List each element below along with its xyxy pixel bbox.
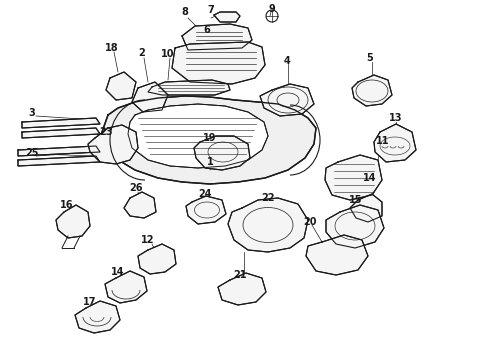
Polygon shape (102, 96, 316, 184)
Text: 1: 1 (207, 157, 213, 167)
Polygon shape (75, 301, 120, 333)
Polygon shape (22, 118, 100, 128)
Polygon shape (352, 75, 392, 106)
Polygon shape (132, 82, 168, 112)
Polygon shape (186, 196, 226, 224)
Text: 24: 24 (198, 189, 212, 199)
Polygon shape (325, 155, 382, 200)
Polygon shape (148, 80, 230, 95)
Text: 11: 11 (376, 136, 390, 146)
Polygon shape (228, 198, 308, 252)
Text: 2: 2 (139, 48, 146, 58)
Text: 16: 16 (60, 200, 74, 210)
Polygon shape (88, 125, 138, 164)
Text: 22: 22 (261, 193, 275, 203)
Polygon shape (128, 104, 268, 168)
Text: 19: 19 (203, 133, 217, 143)
Text: 10: 10 (161, 49, 175, 59)
Polygon shape (18, 146, 100, 156)
Polygon shape (326, 205, 384, 248)
Text: 20: 20 (303, 217, 317, 227)
Text: 13: 13 (389, 113, 403, 123)
Text: 6: 6 (204, 25, 210, 35)
Polygon shape (22, 128, 100, 138)
Text: 8: 8 (182, 7, 189, 17)
Text: 3: 3 (28, 108, 35, 118)
Polygon shape (124, 192, 156, 218)
Polygon shape (56, 205, 90, 238)
Polygon shape (182, 24, 252, 50)
Polygon shape (105, 271, 147, 303)
Text: 23: 23 (99, 127, 113, 137)
Polygon shape (374, 124, 416, 162)
Polygon shape (106, 72, 136, 100)
Text: 26: 26 (129, 183, 143, 193)
Text: 17: 17 (83, 297, 97, 307)
Text: 25: 25 (25, 148, 39, 158)
Polygon shape (18, 156, 100, 166)
Polygon shape (260, 84, 314, 116)
Text: 14: 14 (111, 267, 125, 277)
Polygon shape (306, 235, 368, 275)
Polygon shape (350, 194, 382, 222)
Polygon shape (172, 42, 265, 84)
Text: 7: 7 (208, 5, 215, 15)
Text: 18: 18 (105, 43, 119, 53)
Text: 12: 12 (141, 235, 155, 245)
Polygon shape (138, 244, 176, 274)
Text: 9: 9 (269, 4, 275, 14)
Polygon shape (214, 12, 240, 22)
Text: 4: 4 (284, 56, 291, 66)
Polygon shape (218, 273, 266, 305)
Text: 21: 21 (233, 270, 247, 280)
Text: 5: 5 (367, 53, 373, 63)
Text: 14: 14 (363, 173, 377, 183)
Polygon shape (194, 136, 250, 170)
Text: 15: 15 (349, 195, 363, 205)
